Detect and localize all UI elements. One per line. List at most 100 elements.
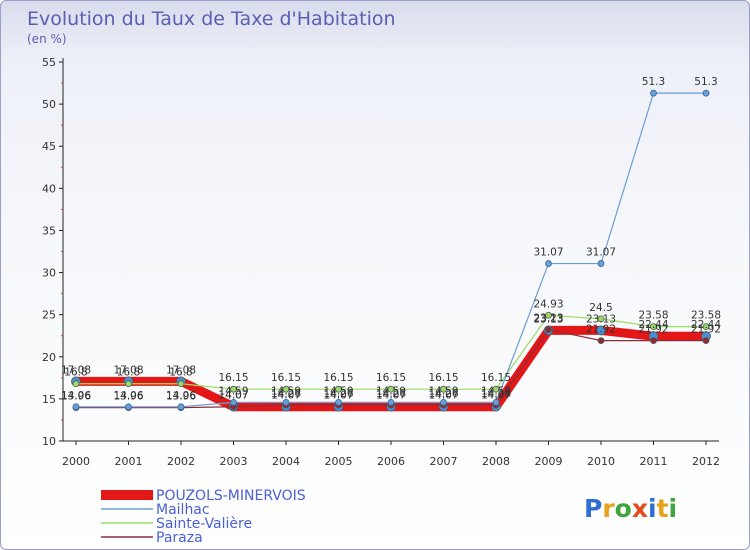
data-label: 16.15 <box>271 372 301 384</box>
x-tick-label: 2004 <box>272 455 300 468</box>
x-tick-label: 2005 <box>325 455 353 468</box>
data-point <box>72 403 80 411</box>
data-label: 14.07 <box>218 390 248 402</box>
data-label: 24.93 <box>533 298 563 310</box>
data-point <box>177 380 185 388</box>
data-label: 16.15 <box>323 372 353 384</box>
x-tick-label: 2000 <box>62 455 90 468</box>
data-point <box>335 398 342 406</box>
data-point <box>650 89 657 97</box>
x-tick-label: 2007 <box>430 455 458 468</box>
data-point <box>177 403 185 411</box>
y-tick-label: 35 <box>42 224 56 237</box>
legend-label: Paraza <box>156 530 203 546</box>
chart-title: Evolution du Taux de Taxe d'Habitation <box>27 8 396 30</box>
legend-label: Sainte-Valière <box>156 516 252 532</box>
data-label: 14.07 <box>271 390 301 402</box>
data-point <box>335 385 342 393</box>
data-label: 14.59 <box>218 385 248 397</box>
data-point <box>702 337 710 345</box>
data-point <box>125 380 132 388</box>
data-point <box>492 385 500 393</box>
data-point <box>597 315 605 323</box>
data-label: 14.07 <box>428 390 458 402</box>
data-label: 22.44 <box>691 319 721 331</box>
data-point <box>440 398 447 406</box>
data-label: 16.15 <box>481 372 511 384</box>
data-point <box>440 385 447 393</box>
data-point <box>702 89 710 97</box>
logo-letter: o <box>615 494 632 523</box>
data-label: 16.15 <box>376 372 406 384</box>
data-label: 23.23 <box>533 313 563 325</box>
y-tick-label: 15 <box>42 393 56 406</box>
y-tick-label: 10 <box>42 435 56 448</box>
x-tick-label: 2003 <box>220 455 248 468</box>
data-label: 16.8 <box>64 367 87 379</box>
data-point <box>596 325 606 336</box>
data-point <box>492 398 500 406</box>
data-point <box>702 323 710 331</box>
data-point <box>125 403 132 411</box>
x-tick-label: 2006 <box>377 455 405 468</box>
data-label: 14.06 <box>61 390 91 402</box>
data-label: 13.96 <box>166 391 196 403</box>
data-label: 14.59 <box>376 385 406 397</box>
data-label: 14.26 <box>376 388 406 400</box>
data-point <box>545 311 552 319</box>
y-tick-label: 25 <box>42 309 56 322</box>
data-label: 17.08 <box>61 364 91 376</box>
data-point <box>650 323 657 331</box>
data-point <box>230 398 237 406</box>
data-label: 14.06 <box>166 390 196 402</box>
logo-letter: P <box>584 494 602 523</box>
data-label: 14.06 <box>113 390 143 402</box>
logo-letter: i <box>669 494 678 523</box>
data-point <box>387 385 395 393</box>
data-point <box>650 337 657 345</box>
data-point <box>282 385 290 393</box>
legend-label: POUZOLS-MINERVOIS <box>156 488 306 504</box>
data-point <box>545 326 552 333</box>
data-label: 14.07 <box>323 390 353 402</box>
x-tick-label: 2008 <box>482 455 510 468</box>
series-marks <box>71 89 711 412</box>
logo-letter: r <box>602 494 615 523</box>
data-label: 14.59 <box>323 385 353 397</box>
data-label: 14.59 <box>271 385 301 397</box>
legend: POUZOLS-MINERVOISMailhacSainte-ValièrePa… <box>101 488 306 546</box>
data-point <box>387 398 395 406</box>
data-label: 14.26 <box>323 388 353 400</box>
data-label: 14.07 <box>481 390 511 402</box>
proxiti-logo: Proxiti <box>584 494 677 523</box>
data-point <box>230 385 237 393</box>
data-label: 23.58 <box>638 310 668 322</box>
x-tick-label: 2012 <box>692 455 720 468</box>
data-label: 31.07 <box>533 247 563 259</box>
data-point <box>597 337 605 345</box>
data-label: 14.59 <box>428 385 458 397</box>
x-tick-label: 2010 <box>587 455 615 468</box>
x-tick-label: 2009 <box>535 455 563 468</box>
data-label: 14.59 <box>481 385 511 397</box>
data-label: 13.96 <box>113 391 143 403</box>
data-label: 51.3 <box>694 76 717 88</box>
data-label: 22.44 <box>638 319 668 331</box>
data-labels: 17.08 17.08 17.08 14.07 14.07 14.07 14.07 14.07… <box>61 76 721 402</box>
data-label: 16.8 <box>169 367 192 379</box>
logo-letter: x <box>632 494 648 523</box>
data-label: 21.92 <box>691 324 721 336</box>
axes: 10 15 20 25 30 35 40 45 50 55 2000 2001 2002 2003 2004… <box>42 56 720 468</box>
x-tick-label: 2011 <box>640 455 668 468</box>
legend-label: Mailhac <box>156 502 210 518</box>
data-point <box>597 260 605 267</box>
y-tick-label: 30 <box>42 267 56 280</box>
chart-subtitle: (en %) <box>27 32 67 46</box>
data-label: 23.13 <box>586 313 616 325</box>
logo-letter: i <box>648 494 657 523</box>
x-tick-label: 2002 <box>167 455 195 468</box>
data-label: 14.07 <box>218 390 248 402</box>
y-tick-label: 20 <box>42 351 56 364</box>
x-tick-label: 2001 <box>115 455 143 468</box>
